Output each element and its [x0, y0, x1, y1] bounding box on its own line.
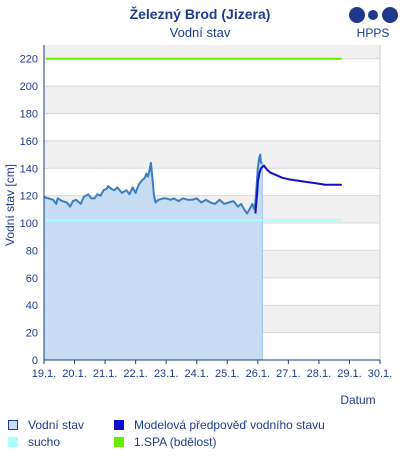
y-tick-label: 0	[32, 355, 38, 367]
x-tick-label: 21.1.	[93, 368, 117, 380]
x-tick-label: 25.1.	[215, 368, 239, 380]
legend-label-vodni-stav: Vodní stav	[28, 418, 85, 432]
legend-label-spa1: 1.SPA (bdělost)	[134, 435, 217, 449]
x-tick-label: 20.1.	[62, 368, 86, 380]
x-tick-label: 24.1.	[184, 368, 208, 380]
y-tick-label: 180	[20, 108, 38, 120]
legend-label-sucho: sucho	[28, 435, 61, 449]
logo-text: HPPS	[357, 26, 390, 40]
grid-band	[44, 86, 380, 114]
grid-band	[44, 45, 380, 59]
x-tick-label: 19.1.	[32, 368, 56, 380]
x-tick-label: 29.1.	[337, 368, 361, 380]
tick-labels: 0 20 40 60 80 100 120 140 160 180 200 220 19.1. 20.1.…	[20, 54, 393, 380]
legend-item-vodni-stav: Vodní stav	[8, 418, 84, 432]
y-tick-label: 40	[26, 300, 38, 312]
legend-label-model: Modelová předpověď vodního stavu	[134, 418, 325, 432]
chart-title: Železný Brod (Jizera)	[130, 5, 271, 22]
x-tick-label: 22.1.	[123, 368, 147, 380]
y-tick-label: 20	[26, 328, 38, 340]
y-tick-label: 160	[20, 136, 38, 148]
legend-swatch-sucho	[8, 437, 18, 447]
legend-item-sucho: sucho	[8, 435, 60, 449]
y-tick-label: 100	[20, 218, 38, 230]
x-axis-label: Datum	[340, 393, 375, 407]
y-tick-label: 80	[26, 245, 38, 257]
x-tick-label: 26.1.	[246, 368, 270, 380]
x-tick-label: 27.1.	[276, 368, 300, 380]
legend-item-spa1: 1.SPA (bdělost)	[114, 435, 217, 449]
legend-item-model: Modelová předpověď vodního stavu	[114, 418, 325, 432]
y-tick-label: 60	[26, 273, 38, 285]
x-tick-label: 23.1.	[154, 368, 178, 380]
legend-swatch-vodni-stav	[8, 420, 18, 430]
axes	[43, 45, 381, 364]
logo-dot-left	[349, 7, 365, 23]
forecast-line	[254, 164, 342, 214]
hpps-logo: HPPS	[349, 7, 398, 40]
y-tick-label: 140	[20, 163, 38, 175]
x-tick-label: 30.1.	[368, 368, 392, 380]
grid-band	[44, 140, 380, 169]
series-layer	[43, 57, 342, 360]
observed-line	[43, 153, 263, 215]
y-axis-label: Vodní stav [cm]	[3, 164, 17, 246]
y-tick-label: 220	[20, 54, 38, 66]
y-tick-label: 120	[20, 191, 38, 203]
observed-area	[44, 154, 263, 360]
plot-background	[44, 45, 380, 360]
legend-swatch-spa1	[114, 437, 124, 447]
logo-dot-mid	[368, 10, 378, 20]
y-tick-label: 200	[20, 81, 38, 93]
legend-swatch-model	[114, 420, 124, 430]
chart-subtitle: Vodní stav	[170, 25, 231, 40]
logo-dot-right	[382, 7, 398, 23]
x-tick-label: 28.1.	[307, 368, 331, 380]
